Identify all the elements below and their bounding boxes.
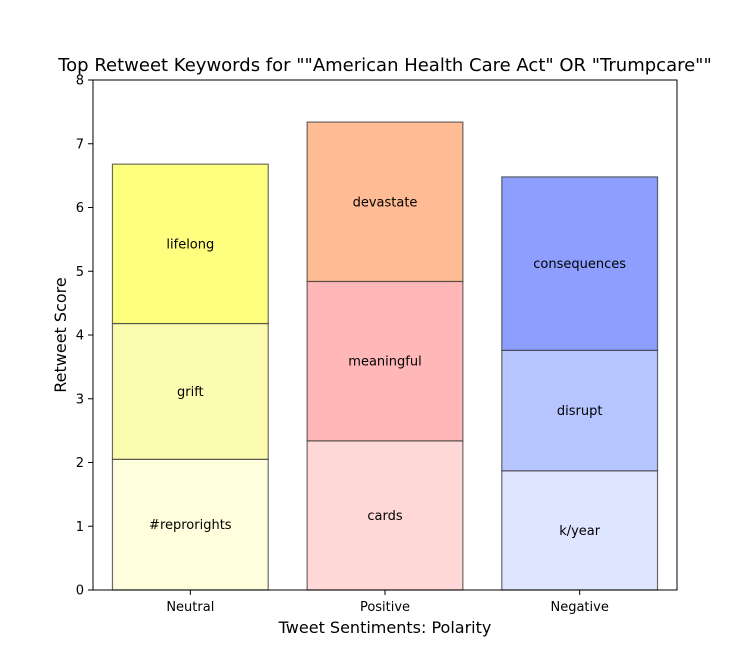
segment-label: meaningful <box>348 355 421 370</box>
bar-segment <box>306 280 464 442</box>
segment-label: lifelong <box>166 237 214 252</box>
y-tick-label: 7 <box>76 137 84 152</box>
y-tick-label: 6 <box>76 201 84 216</box>
segment-label: cards <box>367 509 402 524</box>
y-tick-label: 8 <box>76 74 84 89</box>
bar-segment <box>111 163 269 325</box>
bar-segment <box>501 349 659 472</box>
plot-area: #reprorights grift lifelong Neutral cards mea… <box>76 74 678 615</box>
bar-segment <box>306 440 464 591</box>
y-tick-label: 5 <box>76 265 84 280</box>
chart-title: Top Retweet Keywords for ""American Heal… <box>57 55 712 76</box>
y-tick-label: 2 <box>76 456 84 471</box>
bar-segment <box>501 176 659 351</box>
segment-label: k/year <box>559 524 601 539</box>
x-axis-label: Tweet Sentiments: Polarity <box>278 618 492 637</box>
segment-label: grift <box>177 385 204 400</box>
segment-label: #reprorights <box>149 518 232 533</box>
bar-segment <box>111 322 269 460</box>
plot-frame <box>92 79 678 591</box>
y-axis-label: Retweet Score <box>51 277 70 392</box>
segment-label: devastate <box>353 195 418 210</box>
bar-segment <box>306 121 464 283</box>
bar-segment <box>501 470 659 591</box>
x-tick-label: Negative <box>550 600 608 615</box>
x-tick-label: Positive <box>360 600 410 615</box>
y-tick-label: 0 <box>76 584 84 599</box>
bar-segment <box>111 458 269 591</box>
y-tick-label: 4 <box>76 329 84 344</box>
y-tick-label: 1 <box>76 520 84 535</box>
segment-label: consequences <box>533 257 626 272</box>
x-tick-label: Neutral <box>166 600 214 615</box>
segment-label: disrupt <box>557 404 603 419</box>
y-tick-label: 3 <box>76 392 84 407</box>
